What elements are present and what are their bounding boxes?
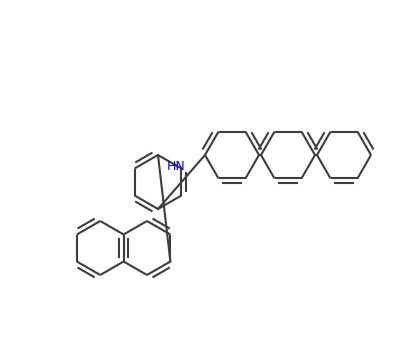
Text: HN: HN xyxy=(167,160,186,173)
